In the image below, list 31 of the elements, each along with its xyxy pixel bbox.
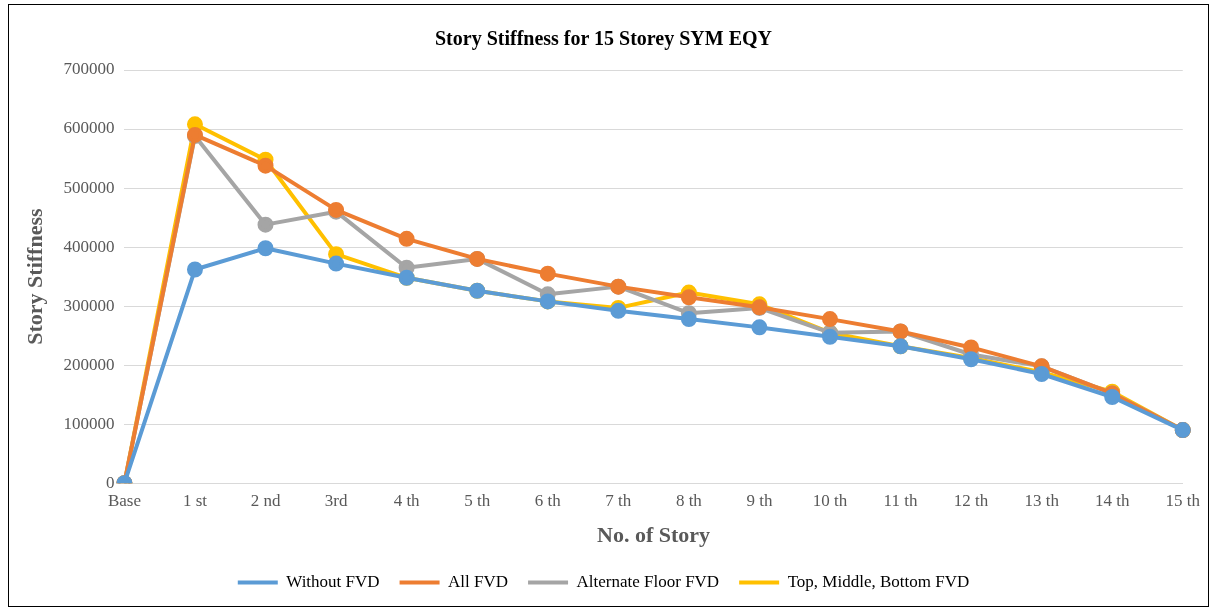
x-tick-label: 9 th [746,490,773,510]
x-tick-label: 1 st [182,490,208,510]
x-tick-label: 11 th [883,490,918,510]
y-tick-label: 700000 [63,59,115,79]
x-tick-label: 4 th [393,490,421,510]
x-tick-label: 8 th [675,490,703,510]
y-tick-label: 300000 [63,295,115,315]
y-tick-label: 200000 [63,354,115,374]
legend-label: Alternate Floor FVD [576,571,720,591]
legend-label: All FVD [448,571,509,591]
y-tick-label: 600000 [63,118,115,138]
y-tick-label: 400000 [63,236,115,256]
x-tick-label: Base [107,490,141,510]
x-tick-label: 3rd [324,490,348,510]
legend-label: Without FVD [286,571,380,591]
x-tick-label: 14 th [1094,490,1130,510]
x-axis-title: No. of Story [597,522,711,548]
x-tick-label: 6 th [534,490,562,510]
x-tick-label: 7 th [605,490,632,510]
chart-title: Story Stiffness for 15 Storey SYM EQY [434,27,773,51]
legend-label: Top, Middle, Bottom FVD [787,571,970,591]
y-tick-label: 0 [105,472,115,492]
x-tick-label: 5 th [464,490,491,510]
y-axis-title: Story Stiffness [21,208,47,345]
x-tick-label: 13 th [1024,490,1060,510]
y-tick-label: 100000 [63,413,115,433]
x-tick-label: 2 nd [250,490,281,510]
x-tick-label: 12 th [953,490,989,510]
x-tick-label: 15 th [1165,490,1201,510]
x-tick-label: 10 th [812,490,848,510]
y-tick-label: 500000 [63,177,115,197]
